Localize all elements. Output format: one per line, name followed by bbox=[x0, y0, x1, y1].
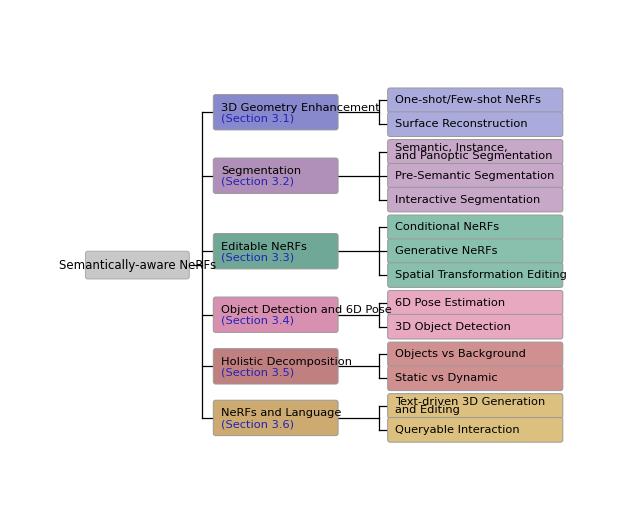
Text: 3D Geometry Enhancement: 3D Geometry Enhancement bbox=[221, 102, 380, 113]
Text: 3D Object Detection: 3D Object Detection bbox=[396, 322, 511, 332]
FancyBboxPatch shape bbox=[388, 88, 563, 113]
Text: Holistic Decomposition: Holistic Decomposition bbox=[221, 357, 352, 367]
FancyBboxPatch shape bbox=[388, 366, 563, 391]
FancyBboxPatch shape bbox=[388, 239, 563, 263]
Text: and Panoptic Segmentation: and Panoptic Segmentation bbox=[396, 151, 553, 161]
FancyBboxPatch shape bbox=[388, 164, 563, 188]
FancyBboxPatch shape bbox=[388, 112, 563, 136]
Text: Surface Reconstruction: Surface Reconstruction bbox=[396, 119, 528, 129]
FancyBboxPatch shape bbox=[213, 297, 338, 332]
Text: Spatial Transformation Editing: Spatial Transformation Editing bbox=[396, 270, 567, 280]
FancyBboxPatch shape bbox=[85, 251, 189, 279]
FancyBboxPatch shape bbox=[388, 263, 563, 287]
Text: Object Detection and 6D Pose: Object Detection and 6D Pose bbox=[221, 305, 392, 315]
Text: (Section 3.6): (Section 3.6) bbox=[221, 419, 294, 429]
Text: Segmentation: Segmentation bbox=[221, 166, 301, 176]
Text: Objects vs Background: Objects vs Background bbox=[396, 349, 526, 359]
Text: Static vs Dynamic: Static vs Dynamic bbox=[396, 373, 498, 383]
FancyBboxPatch shape bbox=[213, 234, 338, 269]
Text: Queryable Interaction: Queryable Interaction bbox=[396, 425, 520, 435]
FancyBboxPatch shape bbox=[213, 158, 338, 193]
FancyBboxPatch shape bbox=[213, 349, 338, 384]
FancyBboxPatch shape bbox=[388, 314, 563, 339]
FancyBboxPatch shape bbox=[388, 215, 563, 239]
Text: Semantically-aware NeRFs: Semantically-aware NeRFs bbox=[59, 259, 216, 271]
Text: One-shot/Few-shot NeRFs: One-shot/Few-shot NeRFs bbox=[396, 95, 541, 105]
Text: Text-driven 3D Generation: Text-driven 3D Generation bbox=[396, 397, 546, 407]
FancyBboxPatch shape bbox=[388, 187, 563, 212]
FancyBboxPatch shape bbox=[388, 393, 563, 418]
Text: Semantic, Instance,: Semantic, Instance, bbox=[396, 143, 508, 153]
Text: 6D Pose Estimation: 6D Pose Estimation bbox=[396, 298, 506, 308]
FancyBboxPatch shape bbox=[213, 400, 338, 435]
Text: Interactive Segmentation: Interactive Segmentation bbox=[396, 195, 541, 204]
FancyBboxPatch shape bbox=[388, 290, 563, 315]
Text: and Editing: and Editing bbox=[396, 405, 460, 415]
FancyBboxPatch shape bbox=[388, 417, 563, 442]
Text: Editable NeRFs: Editable NeRFs bbox=[221, 242, 307, 252]
Text: (Section 3.1): (Section 3.1) bbox=[221, 114, 294, 123]
FancyBboxPatch shape bbox=[213, 95, 338, 130]
Text: NeRFs and Language: NeRFs and Language bbox=[221, 408, 341, 418]
FancyBboxPatch shape bbox=[388, 342, 563, 367]
Text: Pre-Semantic Segmentation: Pre-Semantic Segmentation bbox=[396, 171, 555, 181]
FancyBboxPatch shape bbox=[388, 140, 563, 164]
Text: (Section 3.4): (Section 3.4) bbox=[221, 316, 294, 326]
Text: Conditional NeRFs: Conditional NeRFs bbox=[396, 222, 500, 233]
Text: (Section 3.3): (Section 3.3) bbox=[221, 252, 294, 262]
Text: (Section 3.2): (Section 3.2) bbox=[221, 177, 294, 187]
Text: (Section 3.5): (Section 3.5) bbox=[221, 367, 294, 378]
Text: Generative NeRFs: Generative NeRFs bbox=[396, 246, 498, 256]
